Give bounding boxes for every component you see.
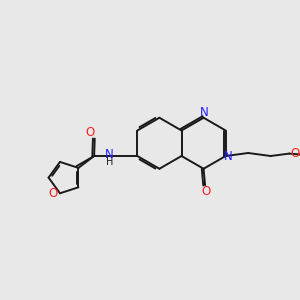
Text: N: N — [200, 106, 208, 119]
Text: O: O — [202, 185, 211, 198]
Text: O: O — [49, 188, 58, 200]
Text: N: N — [105, 148, 114, 161]
Text: O: O — [290, 146, 299, 160]
Text: N: N — [224, 150, 233, 163]
Text: O: O — [85, 126, 95, 139]
Text: H: H — [106, 157, 113, 167]
